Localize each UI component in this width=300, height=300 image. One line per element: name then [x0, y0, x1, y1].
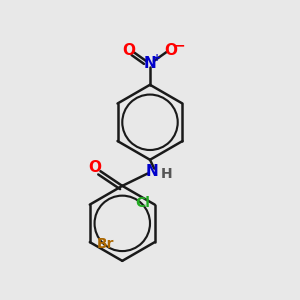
Text: Br: Br [97, 237, 114, 251]
Text: O: O [122, 43, 135, 58]
Text: Cl: Cl [135, 196, 150, 210]
Text: N: N [145, 164, 158, 179]
Text: H: H [160, 167, 172, 181]
Text: +: + [153, 53, 161, 63]
Text: −: − [173, 39, 185, 53]
Text: O: O [88, 160, 101, 175]
Text: N: N [144, 56, 156, 71]
Text: O: O [165, 43, 178, 58]
